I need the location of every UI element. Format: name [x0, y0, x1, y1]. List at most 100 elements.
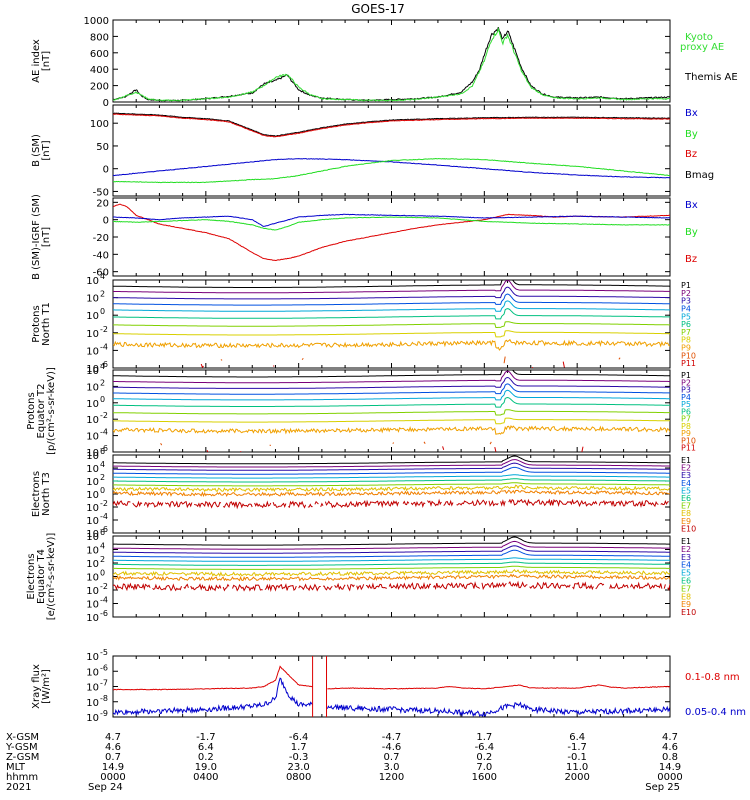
channel-line-P7	[113, 321, 670, 328]
y-tick-label-base: 10	[86, 667, 99, 678]
y-tick-label-exp: 0	[100, 569, 105, 578]
channel-line-E9	[113, 489, 670, 498]
channel-label: E5	[681, 486, 691, 495]
series-group	[113, 280, 670, 369]
y-tick-label-base: 10	[86, 490, 99, 501]
y-tick-label-base: 10	[86, 366, 99, 377]
y-axis-title: Equator T2	[36, 384, 47, 439]
y-tick-label-base: 10	[86, 503, 99, 514]
y-tick-label-base: 10	[86, 432, 99, 443]
y-tick-label-exp: -4	[100, 596, 108, 605]
channel-line-P3	[113, 376, 670, 389]
panel-frame	[112, 19, 671, 103]
channel-label: E1	[681, 456, 691, 465]
y-tick-label-base: 10	[86, 382, 99, 393]
y-tick-label-exp: -2	[100, 582, 108, 591]
series-line-b_sm-0	[113, 112, 670, 137]
footer-cell: -1.7	[567, 742, 587, 753]
channel-label: E10	[681, 524, 696, 533]
footer-cell: 23.0	[288, 762, 310, 773]
y-axis-title: [e/(cm²-s-sr-keV)]	[46, 533, 57, 621]
y-tick-label-exp: 4	[100, 272, 105, 281]
footer-cell: 7.0	[476, 762, 492, 773]
channel-line-P2	[113, 280, 670, 294]
y-tick-label: 200	[90, 82, 109, 93]
footer-cell: 1600	[472, 772, 497, 783]
channel-label: E8	[681, 509, 691, 518]
panel-b_sm: 100 50 0 -50 B (SM) [nT] Bx By Bz Bmag	[31, 104, 714, 198]
footer-cell: 2000	[564, 772, 589, 783]
channel-label: P9	[681, 344, 691, 353]
y-tick-label: -40	[93, 250, 109, 261]
y-tick-label-base: 10	[86, 364, 99, 375]
channel-line-P10	[161, 442, 653, 446]
y-tick-label: 0	[103, 165, 109, 176]
footer-cell: -4.6	[382, 742, 402, 753]
y-tick-label: 800	[90, 32, 109, 43]
footer-cell: 14.9	[659, 762, 681, 773]
channel-label: P9	[681, 429, 691, 438]
footer-row-label: hhmm	[6, 772, 38, 783]
y-axis-title: Protons	[26, 392, 37, 429]
footer-cell: 6.4	[569, 732, 585, 743]
channel-label: E1	[681, 537, 691, 546]
y-axis-title: Electrons	[26, 553, 37, 599]
channel-label: P10	[681, 436, 696, 445]
y-tick-label-exp: -2	[100, 325, 108, 334]
channel-label: P8	[681, 336, 691, 345]
y-tick-label-base: 10	[86, 477, 99, 488]
series-group	[113, 455, 670, 510]
footer-cell: Sep 24	[88, 782, 123, 793]
channel-label: P5	[681, 400, 691, 409]
channel-label: P7	[681, 328, 691, 337]
channel-label: E7	[681, 502, 691, 511]
y-tick-label-base: 10	[86, 613, 99, 624]
channel-label: P1	[681, 281, 691, 290]
channel-label: E8	[681, 592, 691, 601]
channel-line-P5	[113, 389, 670, 401]
channel-line-E1	[113, 455, 670, 465]
y-tick-label: 20	[96, 198, 109, 209]
y-tick-label-base: 10	[86, 294, 99, 305]
y-tick-label-base: 10	[86, 532, 99, 543]
footer-cell: 0.7	[105, 752, 121, 763]
y-axis-title: B (SM)	[31, 134, 42, 167]
footer-cell: 0000	[657, 772, 682, 783]
y-tick-label-exp: 0	[100, 486, 105, 495]
channel-line-E10	[113, 580, 670, 593]
channel-label: P5	[681, 312, 691, 321]
series-line-b_sm-1	[113, 113, 670, 138]
footer-cell: 0800	[286, 772, 311, 783]
footer-cell: 14.9	[102, 762, 124, 773]
channel-line-P6	[113, 308, 670, 320]
series-line-b_sm-3	[113, 157, 670, 184]
y-tick-label-base: 10	[86, 559, 99, 570]
channel-line-P4	[113, 293, 670, 306]
footer-cell: 4.6	[662, 742, 678, 753]
channel-label: P4	[681, 393, 691, 402]
legend-label: 0.1-0.8 nm	[685, 672, 740, 683]
y-axis-title: [nT]	[41, 140, 52, 160]
footer-cell: 3.0	[384, 762, 400, 773]
series-line-b_igrf-2	[113, 216, 670, 231]
y-tick-label: 1000	[84, 16, 109, 27]
y-axis-title: B (SM)-IGRF (SM)	[31, 194, 42, 280]
y-tick-label-base: 10	[86, 529, 99, 540]
y-tick-label-base: 10	[86, 573, 99, 584]
footer-cell: -6.4	[475, 742, 495, 753]
y-tick-label-base: 10	[86, 464, 99, 475]
footer-cell: 1200	[379, 772, 404, 783]
y-tick-label-exp: -2	[100, 411, 108, 420]
y-tick-label-base: 10	[86, 448, 99, 459]
channel-line-P9	[113, 338, 670, 351]
channel-label: P2	[681, 378, 691, 387]
channel-label: E9	[681, 600, 691, 609]
y-tick-label-base: 10	[86, 586, 99, 597]
y-tick-label-base: 10	[86, 652, 99, 663]
series-line-b_sm-2	[113, 158, 670, 179]
y-tick-label-base: 10	[86, 451, 99, 462]
